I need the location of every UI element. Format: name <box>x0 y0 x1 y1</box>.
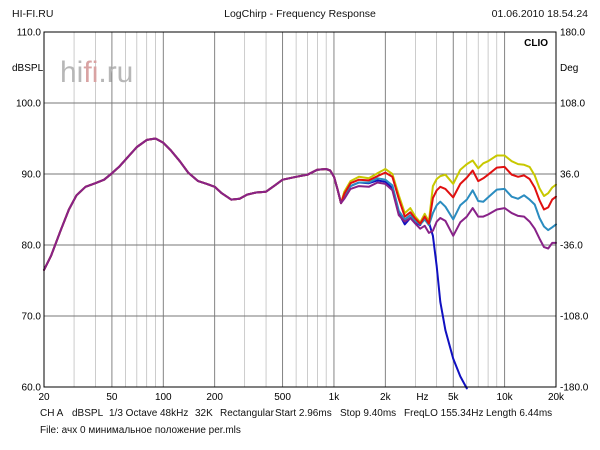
x-tick-label: 20k <box>548 392 565 403</box>
x-tick-label: 10k <box>497 392 514 403</box>
y-tick-label: 100.0 <box>16 99 41 110</box>
series-line-1 <box>43 137 557 271</box>
y2-tick-label: -180.0 <box>560 383 589 394</box>
x-tick-label: 5k <box>448 392 460 403</box>
tick-labels: 20 50 100 200 500 1k 2k Hz 5k 10k 20k 110.0 100.0 90.… <box>16 28 589 404</box>
y2-tick-label: 180.0 <box>560 28 585 39</box>
status-freqlo: FreqLO 155.34Hz <box>404 408 484 419</box>
y2-axis-label: Deg <box>560 63 578 74</box>
x-tick-label: 200 <box>206 392 223 403</box>
status-unit: dBSPL <box>72 408 104 419</box>
x-tick-label: 2k <box>380 392 392 403</box>
y2-tick-label: -108.0 <box>560 312 589 323</box>
status-channel: CH A <box>40 408 64 419</box>
grid-lines <box>44 32 556 387</box>
status-fft-size: 32K <box>195 408 213 419</box>
y2-tick-label: 108.0 <box>560 99 585 110</box>
y-axis-label: dBSPL <box>12 63 44 74</box>
y2-tick-label: 36.0 <box>560 170 580 181</box>
file-label: File: ачх 0 минимальное положение per.ml… <box>40 425 241 436</box>
y-tick-label: 60.0 <box>22 383 42 394</box>
header-title: LogChirp - Frequency Response <box>224 8 376 20</box>
x-tick-label: 1k <box>329 392 341 403</box>
x-tick-label: 100 <box>155 392 172 403</box>
y-tick-label: 80.0 <box>22 241 42 252</box>
y-tick-label: 90.0 <box>22 170 42 181</box>
series-line-2 <box>43 137 557 271</box>
series-group <box>43 137 557 390</box>
series-line-4 <box>43 137 557 271</box>
x-tick-label: 20 <box>38 392 50 403</box>
x-tick-label: 500 <box>274 392 291 403</box>
header-site: HI-FI.RU <box>12 8 54 20</box>
y2-tick-label: -36.0 <box>560 241 583 252</box>
status-stop: Stop 9.40ms <box>340 408 397 419</box>
x-tick-label: Hz <box>416 392 428 403</box>
status-smoothing: 1/3 Octave <box>109 408 158 419</box>
status-sample-rate: 48kHz <box>160 408 189 419</box>
clio-logo: CLIO <box>524 38 548 49</box>
status-length: Length 6.44ms <box>486 408 553 419</box>
status-start: Start 2.96ms <box>275 408 332 419</box>
y-tick-label: 110.0 <box>17 28 42 39</box>
plot-frame <box>43 31 557 388</box>
header-timestamp: 01.06.2010 18.54.24 <box>491 8 588 20</box>
y-tick-label: 70.0 <box>22 312 42 323</box>
series-line-3 <box>43 137 557 271</box>
x-tick-label: 50 <box>106 392 118 403</box>
status-window: Rectangular <box>220 408 274 419</box>
watermark-logo: hifi.ru <box>60 56 133 89</box>
